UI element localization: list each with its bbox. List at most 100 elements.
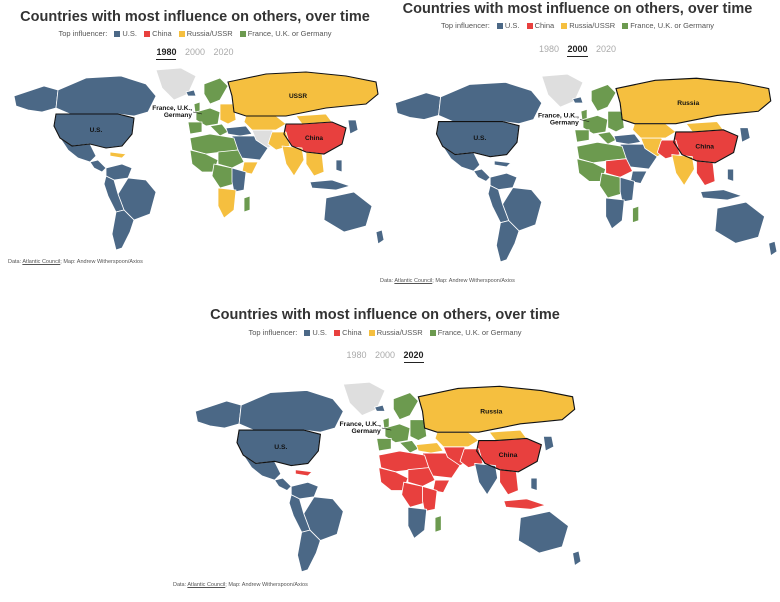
region-horn-africa[interactable] <box>241 161 259 175</box>
region-madagascar[interactable] <box>243 195 251 213</box>
legend-item-us: U.S. <box>312 328 327 337</box>
region-turkey-caucasus[interactable] <box>225 125 253 137</box>
tab-2000[interactable]: 2000 <box>184 47 206 57</box>
region-central-am[interactable] <box>274 477 292 491</box>
region-west-europe[interactable] <box>195 107 221 127</box>
region-central-africa[interactable] <box>211 163 235 189</box>
region-philippines[interactable] <box>530 477 538 491</box>
region-canada[interactable] <box>438 81 543 125</box>
tab-2000[interactable]: 2000 <box>374 350 396 360</box>
region-se-asia[interactable] <box>499 469 519 496</box>
region-new-zealand[interactable] <box>572 550 582 566</box>
region-new-zealand[interactable] <box>375 229 385 245</box>
region-australia[interactable] <box>517 510 569 554</box>
region-east-europe[interactable] <box>607 110 625 133</box>
region-argentina-chile[interactable] <box>111 209 135 251</box>
region-caribbean[interactable] <box>493 160 512 168</box>
region-southern-africa[interactable] <box>217 187 237 219</box>
region-canada[interactable] <box>238 390 344 433</box>
region-iceland[interactable] <box>374 404 386 412</box>
region-turkey-caucasus[interactable] <box>613 133 642 145</box>
region-italy-balkans[interactable] <box>597 131 617 145</box>
region-horn-africa[interactable] <box>630 170 648 184</box>
region-central-africa[interactable] <box>401 481 426 508</box>
region-indonesia[interactable] <box>503 498 546 510</box>
region-central-africa[interactable] <box>599 172 623 199</box>
region-se-asia[interactable] <box>305 151 325 177</box>
year-tabs: 1980 2000 2020 <box>165 350 605 363</box>
region-new-zealand[interactable] <box>768 240 778 257</box>
region-korea-japan[interactable] <box>542 435 555 452</box>
region-canada[interactable] <box>55 75 157 117</box>
region-southern-africa[interactable] <box>407 506 428 539</box>
region-iberia[interactable] <box>376 438 392 452</box>
region-central-am[interactable] <box>473 168 491 182</box>
region-central-asia[interactable] <box>243 115 287 131</box>
region-east-europe[interactable] <box>409 419 428 441</box>
region-scandinavia[interactable] <box>590 84 617 112</box>
tab-1980[interactable]: 1980 <box>156 47 177 60</box>
region-central-asia[interactable] <box>434 431 480 448</box>
region-east-europe[interactable] <box>219 103 237 125</box>
region-argentina-chile[interactable] <box>297 529 321 573</box>
region-caribbean[interactable] <box>109 151 127 159</box>
region-alaska[interactable] <box>394 92 442 120</box>
map-panel-2020: Countries with most influence on others,… <box>165 300 605 600</box>
region-iceland[interactable] <box>185 89 197 97</box>
region-east-africa[interactable] <box>619 176 635 203</box>
region-caribbean[interactable] <box>294 469 313 477</box>
region-turkey-caucasus[interactable] <box>415 442 444 454</box>
region-west-europe[interactable] <box>582 114 609 135</box>
legend-swatch-europe <box>239 30 246 37</box>
region-philippines[interactable] <box>335 159 343 173</box>
label-europe-1: France, U.K., <box>538 112 579 119</box>
region-sahel-sudan[interactable] <box>605 158 633 178</box>
region-scandinavia[interactable] <box>392 392 419 421</box>
tab-1980[interactable]: 1980 <box>538 44 559 54</box>
region-uk[interactable] <box>193 101 201 113</box>
region-uk[interactable] <box>580 108 588 120</box>
region-australia[interactable] <box>714 201 765 244</box>
region-scandinavia[interactable] <box>203 77 229 105</box>
region-central-asia[interactable] <box>632 123 677 139</box>
tab-1980[interactable]: 1980 <box>346 350 367 360</box>
region-alaska[interactable] <box>13 85 59 113</box>
tab-2020[interactable]: 2020 <box>403 350 424 363</box>
region-central-am[interactable] <box>89 159 107 173</box>
region-madagascar[interactable] <box>632 205 640 224</box>
region-southern-africa[interactable] <box>605 197 625 230</box>
region-iceland[interactable] <box>572 96 584 104</box>
tab-2020[interactable]: 2020 <box>213 47 234 57</box>
region-indonesia[interactable] <box>700 189 743 201</box>
tab-2020[interactable]: 2020 <box>596 44 617 54</box>
region-east-africa[interactable] <box>231 167 247 193</box>
region-italy-balkans[interactable] <box>209 123 229 137</box>
tab-2000[interactable]: 2000 <box>567 44 588 57</box>
region-alaska[interactable] <box>194 400 242 429</box>
region-horn-africa[interactable] <box>432 479 451 494</box>
region-iberia[interactable] <box>187 121 203 135</box>
region-iberia[interactable] <box>574 129 590 143</box>
legend-label: Top influencer: <box>58 29 108 38</box>
source-link[interactable]: Atlantic Council <box>394 278 433 284</box>
region-se-asia[interactable] <box>696 160 716 186</box>
region-uk[interactable] <box>382 417 390 429</box>
region-india[interactable] <box>281 145 305 177</box>
region-italy-balkans[interactable] <box>399 440 419 454</box>
outline-russia <box>615 77 772 125</box>
region-australia[interactable] <box>323 191 373 233</box>
region-indonesia[interactable] <box>309 179 351 191</box>
region-india[interactable] <box>671 154 695 186</box>
region-sahel-sudan[interactable] <box>407 467 436 487</box>
region-sahel-sudan[interactable] <box>217 149 245 169</box>
source-link[interactable]: Atlantic Council <box>187 582 226 588</box>
region-india[interactable] <box>474 463 498 496</box>
region-west-europe[interactable] <box>384 423 411 444</box>
region-korea-japan[interactable] <box>739 127 751 143</box>
region-east-africa[interactable] <box>422 485 438 512</box>
region-philippines[interactable] <box>727 168 735 182</box>
source-link[interactable]: Atlantic Council <box>22 259 61 265</box>
region-madagascar[interactable] <box>434 515 442 533</box>
region-korea-japan[interactable] <box>347 119 359 135</box>
region-argentina-chile[interactable] <box>495 220 520 263</box>
